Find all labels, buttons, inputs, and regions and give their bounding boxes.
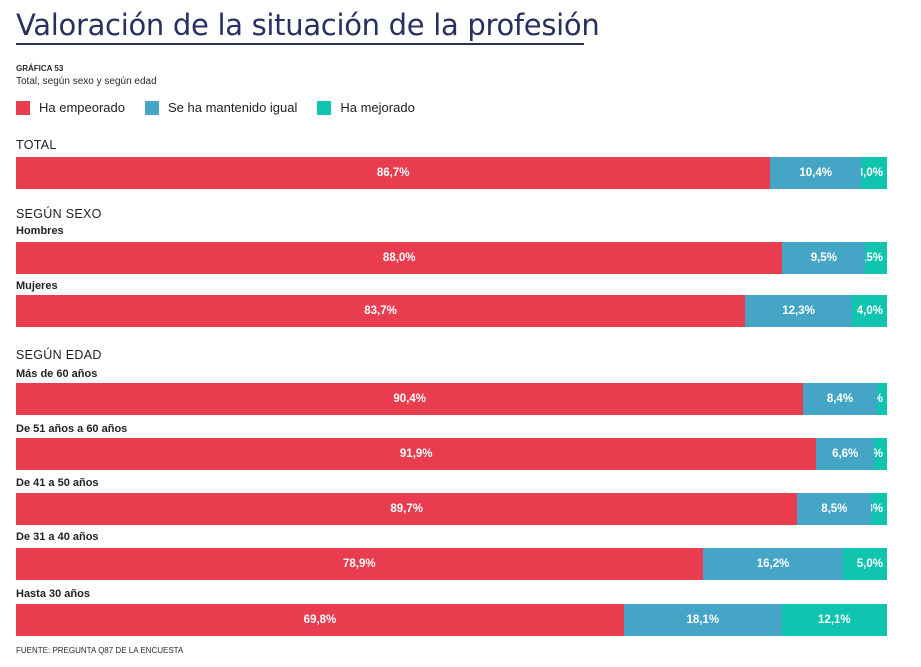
- bar-hasta-30: 69,8% 18,1% 12,1%: [16, 604, 887, 636]
- data-label: 78,9%: [342, 558, 376, 570]
- data-label: 8,5%: [821, 503, 848, 515]
- bar-segment-igual: 8,4%: [803, 383, 877, 415]
- row-label-mujeres: Mujeres: [16, 280, 58, 292]
- data-label: 88,0%: [382, 252, 416, 264]
- bar-segment-igual: 8,5%: [797, 493, 872, 525]
- legend-label-empeorado: Ha empeorado: [39, 100, 125, 115]
- bar-segment-igual: 18,1%: [623, 604, 782, 636]
- data-label: 91,9%: [399, 448, 433, 460]
- row-label-41-50: De 41 a 50 años: [16, 477, 99, 489]
- row-label-hombres: Hombres: [16, 225, 64, 237]
- data-label: 69,8%: [303, 614, 337, 626]
- bar-mas-60: 90,4% 8,4% 1,2%: [16, 383, 887, 415]
- data-label: 3,0%: [861, 167, 883, 179]
- data-label: 16,2%: [756, 558, 790, 570]
- legend-label-igual: Se ha mantenido igual: [168, 100, 298, 115]
- data-label: 89,7%: [390, 503, 423, 515]
- bar-51-60: 91,9% 6,6% 1,5%: [16, 438, 887, 470]
- bar-segment-mejorado: 1,2%: [876, 383, 887, 415]
- group-label-total: TOTAL: [16, 138, 57, 152]
- bar-segment-empeorado: 69,8%: [16, 604, 624, 636]
- data-label: 18,1%: [686, 614, 720, 626]
- data-label: 86,7%: [376, 167, 410, 179]
- legend-item-mejorado: Ha mejorado: [317, 100, 415, 115]
- bar-segment-igual: 16,2%: [702, 548, 844, 580]
- data-label: 90,4%: [393, 393, 426, 405]
- data-label: 2,5%: [865, 252, 883, 264]
- row-label-mas-60: Más de 60 años: [16, 368, 98, 380]
- bar-segment-mejorado: 1,8%: [871, 493, 887, 525]
- title-underline: [16, 43, 584, 45]
- bar-41-50: 89,7% 8,5% 1,8%: [16, 493, 887, 525]
- data-label: 12,3%: [782, 305, 815, 317]
- data-label: 1,5%: [874, 448, 883, 460]
- bar-segment-mejorado: 2,5%: [865, 242, 887, 274]
- bar-mujeres: 83,7% 12,3% 4,0%: [16, 295, 887, 327]
- legend-item-igual: Se ha mantenido igual: [145, 100, 297, 115]
- source-note: FUENTE: PREGUNTA Q87 DE LA ENCUESTA: [16, 646, 184, 655]
- bar-segment-empeorado: 88,0%: [16, 242, 783, 274]
- legend-item-empeorado: Ha empeorado: [16, 100, 125, 115]
- legend: Ha empeorado Se ha mantenido igual Ha me…: [16, 100, 435, 115]
- data-label: 1,8%: [871, 503, 883, 515]
- row-label-31-40: De 31 a 40 años: [16, 531, 99, 543]
- bar-segment-mejorado: 4,0%: [852, 295, 887, 327]
- bar-segment-mejorado: 1,5%: [873, 438, 887, 470]
- bar-total: 86,7% 10,4% 3,0%: [16, 157, 887, 189]
- legend-swatch-empeorado: [16, 100, 30, 115]
- bar-segment-igual: 10,4%: [770, 157, 861, 189]
- bar-segment-igual: 6,6%: [816, 438, 874, 470]
- bar-segment-mejorado: 3,0%: [860, 157, 887, 189]
- chart-title: Valoración de la situación de la profesi…: [16, 8, 600, 42]
- bar-segment-igual: 9,5%: [782, 242, 866, 274]
- bar-segment-empeorado: 83,7%: [16, 295, 746, 327]
- bar-segment-empeorado: 91,9%: [16, 438, 817, 470]
- group-label-edad: SEGÚN EDAD: [16, 348, 102, 362]
- data-label: 9,5%: [810, 252, 837, 264]
- bar-segment-igual: 12,3%: [745, 295, 853, 327]
- row-label-hasta-30: Hasta 30 años: [16, 588, 90, 600]
- bar-hombres: 88,0% 9,5% 2,5%: [16, 242, 887, 274]
- legend-swatch-mejorado: [317, 100, 332, 115]
- chart-subtitle: Total, según sexo y según edad: [16, 76, 157, 87]
- group-label-sexo: SEGÚN SEXO: [16, 207, 102, 221]
- bar-segment-empeorado: 89,7%: [16, 493, 798, 525]
- data-label: 5,0%: [856, 558, 883, 570]
- data-label: 6,6%: [832, 448, 859, 460]
- legend-swatch-igual: [145, 100, 159, 115]
- bar-segment-mejorado: 5,0%: [843, 548, 887, 580]
- data-label: 10,4%: [799, 167, 832, 179]
- row-label-51-60: De 51 años a 60 años: [16, 423, 128, 435]
- data-label: 4,0%: [856, 305, 883, 317]
- data-label: 8,4%: [826, 393, 854, 405]
- bar-segment-empeorado: 78,9%: [16, 548, 703, 580]
- legend-label-mejorado: Ha mejorado: [340, 100, 415, 115]
- data-label: 83,7%: [364, 305, 397, 317]
- bar-31-40: 78,9% 16,2% 5,0%: [16, 548, 887, 580]
- data-label: 12,1%: [817, 614, 851, 626]
- bar-segment-empeorado: 90,4%: [16, 383, 804, 415]
- chart-code: GRÁFICA 53: [16, 64, 64, 73]
- bar-segment-empeorado: 86,7%: [16, 157, 771, 189]
- bar-segment-mejorado: 12,1%: [781, 604, 887, 636]
- data-label: 1,2%: [877, 393, 883, 405]
